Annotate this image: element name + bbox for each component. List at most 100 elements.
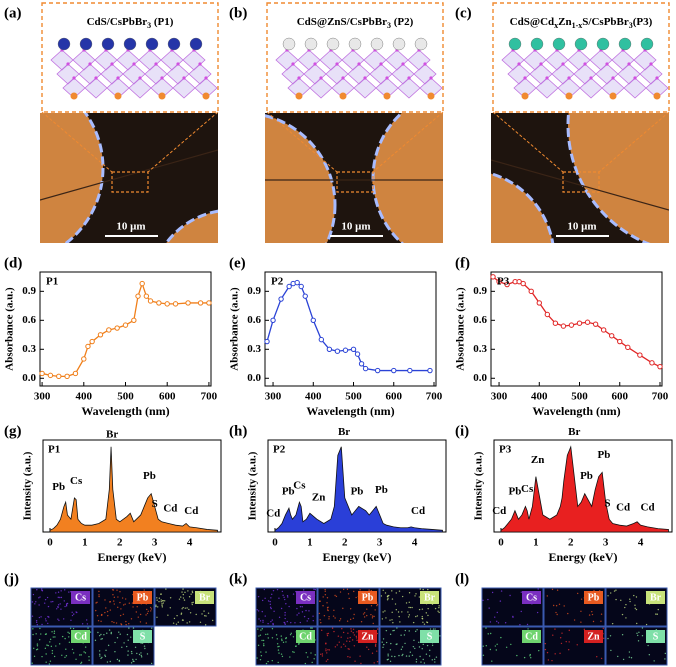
map-speckle	[101, 637, 103, 640]
element-name: Br	[650, 592, 662, 603]
atom	[88, 62, 92, 66]
map-speckle	[80, 661, 83, 664]
map-speckle	[338, 641, 340, 643]
map-speckle	[181, 608, 183, 610]
map-speckle	[349, 656, 351, 658]
data-point	[617, 338, 623, 345]
map-speckle	[278, 616, 281, 619]
map-speckle	[381, 641, 383, 643]
map-speckle	[551, 588, 554, 591]
map-speckle	[95, 609, 97, 612]
map-speckle	[400, 634, 402, 636]
map-speckle	[68, 641, 71, 643]
map-speckle	[366, 646, 368, 648]
shell-atom	[304, 37, 318, 51]
x-tick-label: 2	[117, 537, 123, 549]
map-speckle	[98, 594, 100, 596]
atom	[561, 62, 565, 66]
map-speckle	[320, 622, 322, 624]
map-speckle	[150, 610, 152, 612]
map-speckle	[412, 645, 415, 648]
data-point	[310, 317, 316, 324]
y-tick-label: 0.3	[247, 343, 261, 355]
title-part: (P1)	[151, 16, 174, 28]
map-speckle	[283, 621, 285, 624]
map-speckle	[334, 594, 336, 597]
map-speckle	[326, 633, 328, 635]
shell-atom	[101, 37, 115, 51]
map-speckle	[414, 630, 417, 633]
map-speckle	[615, 589, 617, 591]
data-point	[354, 351, 361, 357]
y-axis-label: Intensity (a.u.)	[22, 451, 34, 520]
map-speckle	[115, 622, 118, 624]
map-speckle	[298, 612, 300, 614]
map-speckle	[145, 622, 148, 624]
map-speckle	[565, 640, 567, 643]
peak-label: Br	[568, 426, 580, 438]
map-speckle	[265, 651, 267, 653]
map-speckle	[366, 614, 368, 617]
map-speckle	[262, 619, 264, 622]
map-speckle	[301, 611, 304, 613]
map-speckle	[157, 606, 159, 608]
map-speckle	[405, 602, 408, 604]
element-tag	[358, 591, 377, 604]
map-speckle	[284, 598, 286, 601]
data-point	[286, 283, 292, 290]
x-tick-label: 3	[152, 537, 158, 549]
map-speckle	[125, 623, 127, 626]
map-speckle	[290, 621, 292, 624]
map-speckle	[529, 653, 531, 656]
data-point	[609, 333, 615, 339]
map-speckle	[351, 639, 354, 641]
map-speckle	[546, 595, 549, 597]
map-speckle	[182, 593, 185, 596]
map-speckle	[127, 639, 129, 641]
map-speckle	[112, 594, 114, 596]
absorbance-line	[41, 281, 209, 377]
map-speckle	[173, 617, 176, 620]
element-name: Cd	[74, 631, 87, 642]
map-speckle	[57, 618, 59, 620]
atom	[429, 76, 433, 80]
map-speckle	[110, 632, 112, 635]
map-speckle	[408, 655, 410, 657]
data-point	[637, 352, 643, 358]
map-speckle	[350, 628, 352, 630]
map-speckle	[116, 589, 118, 591]
map-speckle	[552, 634, 554, 636]
map-speckle	[356, 639, 358, 642]
shell-atom	[145, 37, 159, 51]
map-speckle	[103, 634, 105, 636]
map-speckle	[427, 588, 429, 591]
map-speckle	[128, 602, 131, 604]
panel-label: (j)	[4, 571, 19, 587]
crack	[40, 149, 218, 201]
shell-atom	[552, 37, 566, 51]
x-tick-label: 400	[76, 391, 93, 403]
map-speckle	[280, 635, 282, 637]
plot-frame	[39, 271, 212, 387]
map-speckle	[45, 633, 48, 635]
data-point	[520, 280, 526, 287]
map-speckle	[35, 621, 38, 624]
map-speckle	[311, 627, 313, 629]
data-point	[657, 363, 663, 370]
scale-bar-label: 10 μm	[116, 221, 145, 233]
peak-label: Pb	[598, 449, 611, 461]
map-speckle	[272, 622, 274, 625]
map-speckle	[281, 638, 283, 640]
map-speckle	[130, 636, 132, 638]
peak-label: Zn	[531, 454, 544, 466]
atom	[589, 76, 593, 80]
map-speckle	[347, 637, 349, 639]
map-speckle	[611, 622, 614, 625]
x-tick-label: 1	[82, 537, 88, 549]
shell-atom	[508, 37, 522, 51]
x-tick-label: 700	[652, 391, 669, 403]
atom	[132, 62, 136, 66]
map-speckle	[53, 632, 56, 635]
x-tick-label: 600	[612, 391, 629, 403]
shell-atom	[618, 37, 632, 51]
